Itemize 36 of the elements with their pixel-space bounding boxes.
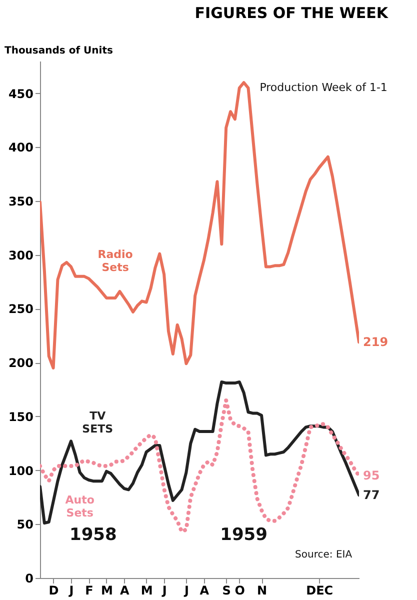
- y-tick-label: 50: [16, 518, 34, 532]
- y-axis-title: Thousands of Units: [4, 46, 113, 56]
- x-tick-label: F: [85, 584, 94, 598]
- annotation: 1958: [70, 524, 117, 545]
- chart-title: FIGURES OF THE WEEK: [194, 4, 390, 22]
- y-tick-label: 200: [8, 356, 34, 370]
- x-tick-label: N: [257, 584, 268, 598]
- y-tick-label: 450: [8, 86, 34, 101]
- annotation: 1959: [220, 524, 268, 545]
- y-tick-label: 150: [8, 410, 34, 424]
- y-tick-label: 400: [8, 140, 34, 155]
- x-tick-label: M: [140, 584, 153, 598]
- annotation: Source: EIA: [295, 549, 352, 560]
- y-tick-label: 350: [8, 194, 34, 209]
- series-label: TV SETS: [82, 409, 114, 436]
- x-tick-label: J: [183, 584, 189, 598]
- series-label: Radio Sets: [98, 248, 134, 274]
- y-tick-label: 300: [8, 248, 34, 262]
- x-tick-label: O: [234, 584, 245, 598]
- x-tick-label: A: [120, 584, 130, 598]
- x-tick-label: DEC: [306, 584, 334, 598]
- series-label: Auto Sets: [65, 493, 95, 520]
- y-tick-label: 100: [8, 464, 34, 478]
- y-tick-label: 250: [8, 302, 34, 316]
- x-tick-label: J: [68, 584, 74, 598]
- x-tick-label: J: [161, 584, 167, 598]
- annotation: Production Week of 1-1: [260, 80, 388, 94]
- data-label: 219: [363, 335, 388, 350]
- data-label: 95: [363, 468, 380, 483]
- data-label: 77: [363, 488, 380, 502]
- x-tick-label: S: [222, 584, 231, 598]
- x-tick-label: A: [200, 584, 210, 598]
- y-tick-label: 0: [25, 572, 34, 586]
- x-tick-label: M: [100, 584, 113, 598]
- line-series: [40, 380, 359, 525]
- x-tick-label: D: [48, 584, 59, 598]
